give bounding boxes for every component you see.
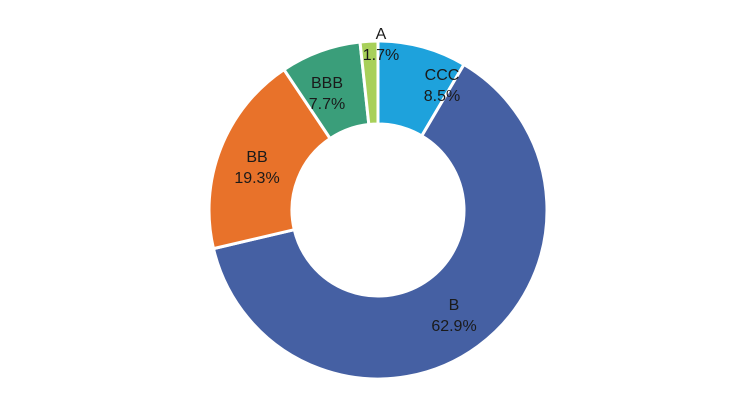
slice-category: B [449, 297, 460, 314]
slice-category: CCC [425, 67, 460, 84]
slice-value: 19.3% [234, 170, 279, 187]
slice-value: 62.9% [431, 318, 476, 335]
slice-label-bb: BB 19.3% [234, 149, 279, 187]
slice-value: 8.5% [424, 88, 460, 105]
slice-value: 7.7% [309, 96, 345, 113]
slice-bb [207, 67, 333, 251]
donut-slices [207, 39, 549, 381]
slice-label-ccc: CCC 8.5% [424, 67, 460, 105]
slice-category: BBB [311, 75, 343, 92]
slice-label-a: A 1.7% [363, 26, 399, 64]
slice-a [358, 39, 380, 127]
slice-value: 1.7% [363, 47, 399, 64]
slice-label-bbb: BBB 7.7% [309, 75, 345, 113]
slice-b [211, 62, 549, 381]
slice-category: BB [246, 149, 267, 166]
slice-label-b: B 62.9% [431, 297, 476, 335]
slice-labels: CCC 8.5% B 62.9% BB 19.3% BBB 7.7% A 1.7% [234, 26, 476, 335]
slice-category: A [376, 26, 387, 43]
